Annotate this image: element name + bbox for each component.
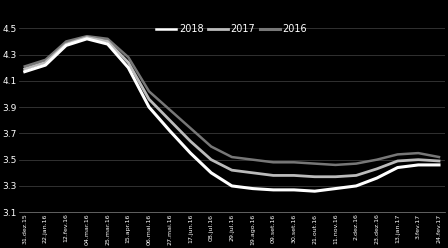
- 2018: [312, 162, 318, 165]
- 2018: [22, 65, 27, 68]
- 2018: [271, 161, 276, 164]
- 2018: [374, 158, 379, 161]
- 2016: [208, 171, 214, 174]
- 2016: [416, 163, 421, 166]
- 2017: [291, 174, 297, 177]
- 2016: [146, 106, 152, 109]
- 2018: [250, 158, 255, 161]
- 2016: [229, 185, 235, 187]
- 2016: [84, 37, 90, 40]
- 2018: [125, 56, 131, 59]
- 2018: [436, 155, 442, 158]
- 2017: [312, 175, 318, 178]
- 2017: [146, 98, 152, 101]
- 2018: [291, 161, 297, 164]
- 2018: [105, 37, 110, 40]
- 2016: [312, 190, 318, 193]
- 2018: [188, 127, 193, 130]
- 2017: [374, 167, 379, 170]
- 2017: [84, 36, 90, 39]
- 2018: [167, 108, 172, 111]
- 2016: [188, 152, 193, 155]
- 2017: [271, 174, 276, 177]
- 2017: [43, 61, 48, 64]
- 2016: [291, 188, 297, 191]
- 2016: [395, 166, 400, 169]
- 2016: [436, 163, 442, 166]
- 2017: [395, 159, 400, 162]
- 2018: [208, 145, 214, 148]
- 2016: [64, 44, 69, 47]
- Legend: 2018, 2017, 2016: 2018, 2017, 2016: [153, 20, 311, 38]
- 2018: [333, 163, 338, 166]
- 2017: [416, 158, 421, 161]
- Line: 2016: 2016: [25, 39, 439, 191]
- 2017: [208, 158, 214, 161]
- 2016: [167, 129, 172, 132]
- 2018: [353, 162, 359, 165]
- 2016: [271, 188, 276, 191]
- 2017: [105, 40, 110, 43]
- 2017: [353, 174, 359, 177]
- 2018: [84, 35, 90, 38]
- Line: 2018: 2018: [25, 36, 439, 165]
- 2016: [250, 187, 255, 190]
- 2018: [395, 153, 400, 156]
- 2018: [146, 90, 152, 93]
- 2017: [64, 43, 69, 46]
- 2017: [125, 61, 131, 64]
- 2016: [43, 63, 48, 66]
- 2016: [125, 66, 131, 69]
- 2018: [229, 155, 235, 158]
- 2017: [333, 175, 338, 178]
- 2017: [188, 140, 193, 143]
- 2017: [167, 119, 172, 122]
- 2017: [436, 159, 442, 162]
- 2018: [64, 40, 69, 43]
- 2018: [43, 58, 48, 61]
- 2018: [416, 152, 421, 155]
- 2017: [22, 67, 27, 70]
- 2016: [22, 70, 27, 73]
- 2016: [105, 43, 110, 46]
- 2017: [229, 169, 235, 172]
- Line: 2017: 2017: [25, 37, 439, 177]
- 2016: [353, 185, 359, 187]
- 2017: [250, 171, 255, 174]
- 2016: [333, 187, 338, 190]
- 2016: [374, 177, 379, 180]
